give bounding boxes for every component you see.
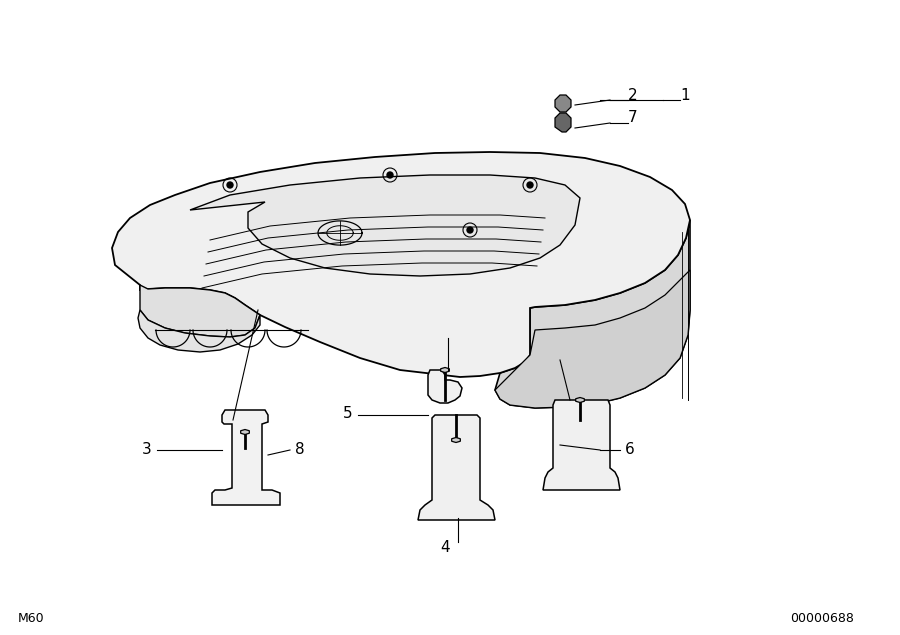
Text: 00000688: 00000688 xyxy=(790,612,854,624)
Circle shape xyxy=(527,182,533,188)
Polygon shape xyxy=(495,220,690,408)
Polygon shape xyxy=(112,152,690,377)
Text: 8: 8 xyxy=(295,443,304,457)
Polygon shape xyxy=(240,429,249,434)
Polygon shape xyxy=(452,438,460,443)
Circle shape xyxy=(467,227,473,233)
Text: 5: 5 xyxy=(342,406,352,420)
Polygon shape xyxy=(190,175,580,276)
Text: 4: 4 xyxy=(440,540,450,556)
Polygon shape xyxy=(212,410,280,505)
Polygon shape xyxy=(138,310,260,352)
Circle shape xyxy=(387,172,393,178)
Circle shape xyxy=(227,182,233,188)
Text: 6: 6 xyxy=(625,443,634,457)
Polygon shape xyxy=(441,368,449,373)
Text: 2: 2 xyxy=(628,88,637,102)
Polygon shape xyxy=(555,95,571,112)
Text: M60: M60 xyxy=(18,612,45,624)
Polygon shape xyxy=(495,270,690,408)
Polygon shape xyxy=(140,285,260,337)
Text: 1: 1 xyxy=(680,88,689,102)
Polygon shape xyxy=(543,400,620,490)
Text: 3: 3 xyxy=(142,443,152,457)
Polygon shape xyxy=(576,398,584,403)
Text: 7: 7 xyxy=(628,110,637,126)
Polygon shape xyxy=(428,370,462,403)
Polygon shape xyxy=(418,415,495,520)
Polygon shape xyxy=(555,113,571,132)
